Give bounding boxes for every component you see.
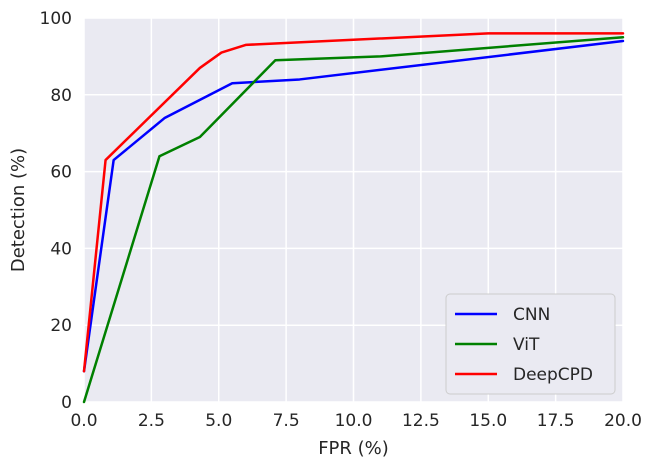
legend-label-vit: ViT (513, 335, 540, 355)
series-lines (82, 32, 625, 404)
series-line-deepcpd (82, 32, 625, 373)
y-tick-label: 40 (50, 239, 72, 259)
series-line-cnn (82, 39, 625, 373)
x-tick-labels: 0.0 2.5 5.0 7.5 10.0 12.5 15.0 17.5 20.0 (70, 411, 641, 431)
x-axis-title: FPR (%) (318, 438, 389, 459)
y-tick-labels: 0 20 40 60 80 100 (40, 9, 72, 413)
y-tick-label: 0 (61, 393, 72, 413)
legend-box (445, 293, 616, 395)
x-tick-label: 20.0 (604, 411, 642, 431)
legend-label-cnn: CNN (513, 305, 550, 325)
series-line-vit (82, 35, 625, 404)
x-tick-label: 12.5 (402, 411, 440, 431)
y-axis-title: Detection (%) (8, 148, 29, 272)
x-tick-label: 2.5 (138, 411, 165, 431)
x-tick-label: 17.5 (537, 411, 575, 431)
x-tick-label: 0.0 (70, 411, 97, 431)
x-tick-label: 15.0 (469, 411, 507, 431)
y-tick-label: 100 (40, 9, 72, 29)
x-tick-label: 5.0 (205, 411, 232, 431)
y-tick-label: 60 (50, 163, 72, 183)
x-tick-label: 7.5 (273, 411, 300, 431)
y-tick-label: 80 (50, 86, 72, 106)
legend-label-deepcpd: DeepCPD (513, 365, 593, 385)
legend: CNN ViT DeepCPD (445, 293, 616, 395)
x-tick-label: 10.0 (335, 411, 373, 431)
y-tick-label: 20 (50, 316, 72, 336)
